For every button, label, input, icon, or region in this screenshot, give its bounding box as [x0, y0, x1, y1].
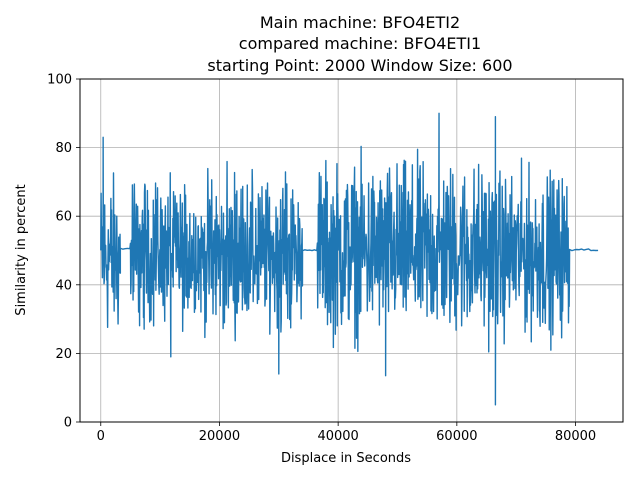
title-line-2: compared machine: BFO4ETI1: [239, 34, 481, 53]
y-tick-label: 20: [55, 347, 72, 362]
x-axis-label: Displace in Seconds: [281, 451, 411, 466]
axis-ticks: 0 20000 40000 60000 80000 0 20 40 60 80 100: [47, 73, 596, 445]
title-line-3: starting Point: 2000 Window Size: 600: [207, 56, 512, 75]
title-line-1: Main machine: BFO4ETI2: [260, 13, 460, 32]
plot-frame: [79, 78, 624, 423]
x-tick-label: 80000: [555, 429, 596, 444]
y-tick-label: 80: [55, 141, 72, 156]
y-tick-label: 0: [64, 416, 72, 431]
y-axis-label: Similarity in percent: [14, 184, 29, 315]
similarity-series-line: [100, 112, 599, 406]
x-tick-label: 20000: [199, 429, 240, 444]
y-tick-label: 100: [47, 73, 72, 88]
chart-title: Main machine: BFO4ETI2 compared machine:…: [207, 13, 512, 75]
x-tick-label: 0: [97, 429, 105, 444]
y-tick-label: 40: [55, 278, 72, 293]
series-layer: [100, 112, 599, 406]
x-tick-label: 60000: [436, 429, 477, 444]
x-tick-label: 40000: [317, 429, 358, 444]
y-tick-label: 60: [55, 210, 72, 225]
